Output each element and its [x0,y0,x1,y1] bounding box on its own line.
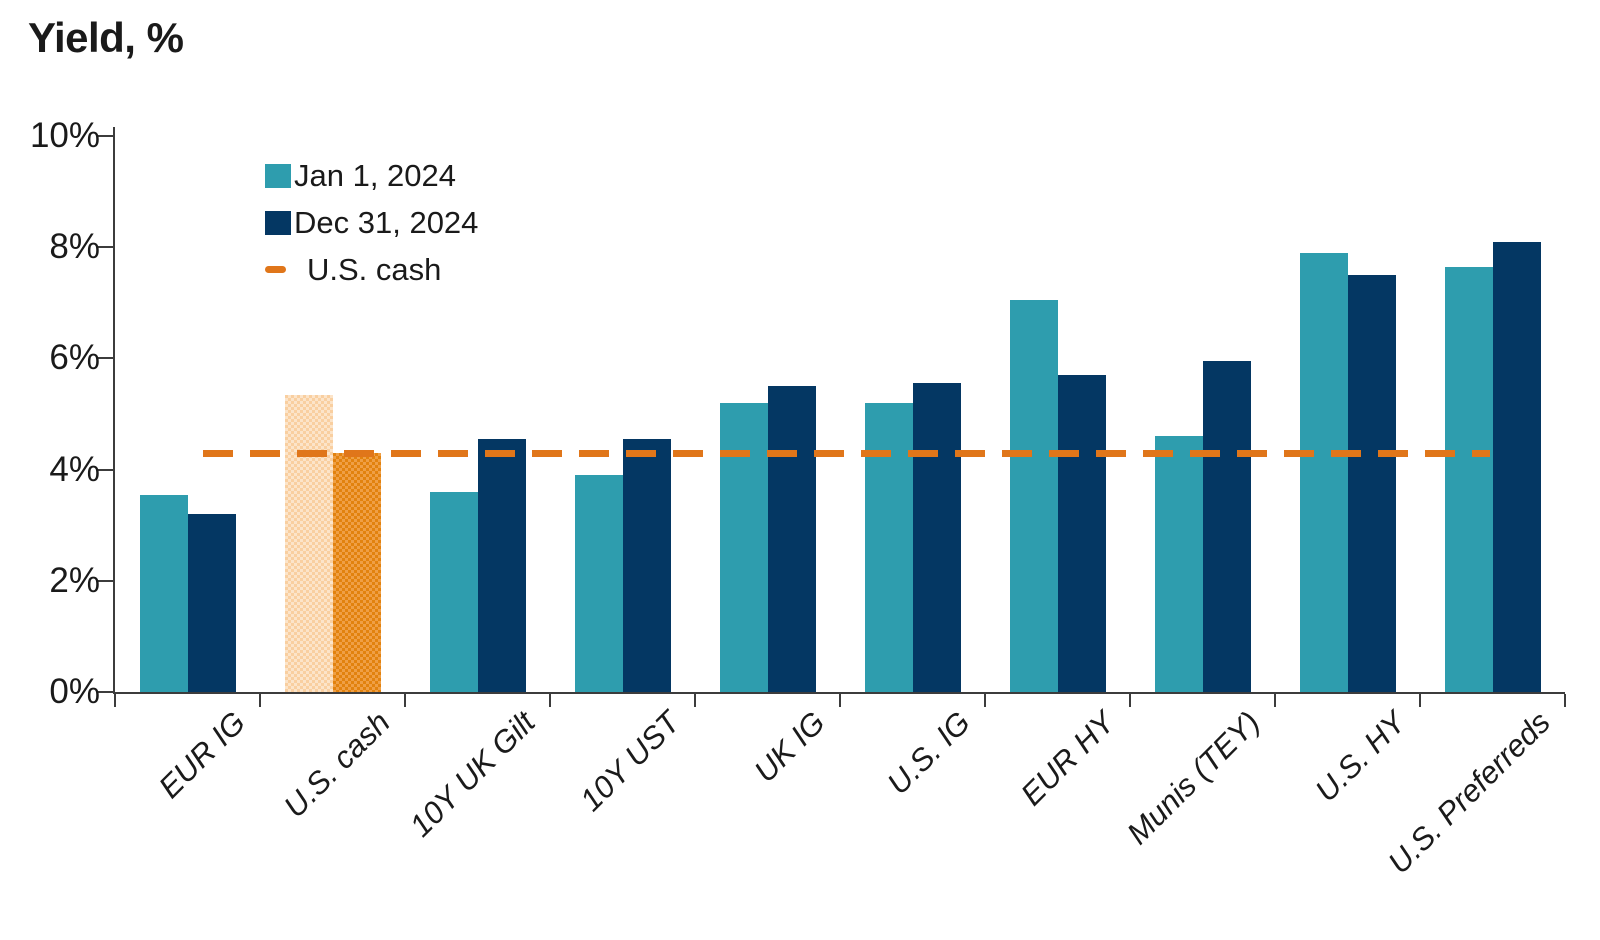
bar-jan-10y-ust [575,475,623,692]
bar-dec-u-s-cash [333,452,381,692]
y-tick-label: 8% [49,227,100,267]
legend-item-jan-1-2024: Jan 1, 2024 [265,152,478,199]
x-tick-mark [259,694,261,707]
legend-label-jan: Jan 1, 2024 [294,158,457,193]
us-cash-reference-line [203,449,1490,457]
bar-dec-eur-hy [1058,375,1106,692]
x-category-label-u-s-ig: U.S. IG [880,704,977,802]
x-tick-mark [1564,694,1566,707]
x-category-label-u-s-hy: U.S. HY [1307,704,1412,809]
bar-jan-u-s-ig [865,402,913,692]
y-axis-line [113,127,115,692]
x-axis-line [113,692,1565,694]
bar-jan-eur-ig [140,494,188,692]
bar-dec-u-s-hy [1348,275,1396,692]
x-tick-mark [404,694,406,707]
x-tick-mark [1129,694,1131,707]
bar-dec-uk-ig [768,386,816,692]
y-tick-mark [98,357,113,360]
y-tick-mark [98,468,113,471]
x-tick-mark [1274,694,1276,707]
bar-dec-10y-uk-gilt [478,439,526,692]
page-title: Yield, % [28,14,184,61]
legend-item-dec-31-2024: Dec 31, 2024 [265,199,478,246]
x-category-label-10y-ust: 10Y UST [573,704,687,818]
x-category-label-10y-uk-gilt: 10Y UK Gilt [402,704,542,844]
x-tick-mark [984,694,986,707]
y-tick-mark [98,579,113,582]
legend: Jan 1, 2024 Dec 31, 2024 U.S. cash [265,152,478,293]
bar-jan-10y-uk-gilt [430,491,478,692]
legend-swatch-dec-icon [265,210,291,235]
x-category-label-eur-hy: EUR HY [1014,704,1122,813]
bar-jan-eur-hy [1010,300,1058,692]
y-tick-label: 6% [49,338,100,378]
bar-jan-u-s-cash [285,394,333,692]
legend-item-us-cash: U.S. cash [265,246,478,293]
bar-jan-u-s-hy [1300,252,1348,692]
y-tick-mark [98,246,113,249]
y-tick-mark [98,135,113,137]
x-category-label-u-s-cash: U.S. cash [277,704,397,825]
bar-jan-u-s-preferreds [1445,266,1493,692]
x-tick-mark [694,694,696,707]
y-tick-label: 10% [29,116,100,155]
x-category-label-eur-ig: EUR IG [151,704,252,805]
legend-swatch-us-cash-dash-icon [265,266,286,273]
y-tick-label: 4% [49,449,100,489]
x-category-label-uk-ig: UK IG [747,704,832,790]
bar-jan-munis-tey [1155,436,1203,692]
bar-dec-eur-ig [188,514,236,692]
bar-dec-10y-ust [623,439,671,692]
x-tick-mark [1419,694,1421,707]
bar-dec-u-s-preferreds [1493,241,1541,692]
legend-label-dec: Dec 31, 2024 [294,205,479,240]
bar-jan-uk-ig [720,402,768,692]
bar-dec-u-s-ig [913,383,961,692]
x-tick-mark [839,694,841,707]
bar-dec-munis-tey [1203,361,1251,692]
x-tick-mark [114,694,116,707]
y-tick-label: 2% [49,560,100,600]
y-tick-label: 0% [49,672,100,711]
legend-swatch-jan-icon [265,163,291,188]
x-tick-mark [549,694,551,707]
x-category-label-munis-tey: Munis (TEY) [1120,704,1267,852]
y-tick-mark [98,691,113,693]
legend-label-us-cash: U.S. cash [307,252,442,287]
